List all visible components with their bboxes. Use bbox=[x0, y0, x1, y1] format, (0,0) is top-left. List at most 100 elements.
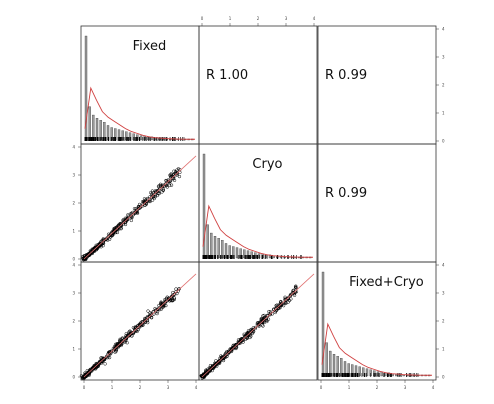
tick-label: 3 bbox=[72, 173, 75, 178]
scatter-point bbox=[105, 354, 109, 358]
scatter-point bbox=[168, 173, 172, 177]
tick-label: 3 bbox=[72, 291, 75, 296]
scatter-point bbox=[129, 218, 134, 223]
scatter-point bbox=[114, 349, 118, 353]
scatter-point bbox=[99, 241, 104, 245]
histogram-bar bbox=[243, 249, 246, 259]
scatter-point bbox=[283, 295, 287, 299]
tick-label: 1 bbox=[72, 229, 75, 234]
scatter-point bbox=[163, 300, 168, 305]
scatter-point bbox=[294, 284, 298, 288]
histogram-bar bbox=[95, 118, 99, 141]
scatter-point bbox=[121, 220, 126, 225]
correlation-label: R 0.99 bbox=[325, 186, 367, 201]
scatter-point bbox=[160, 302, 165, 307]
tick-label: 2 bbox=[257, 16, 260, 21]
scatter-point bbox=[97, 360, 102, 364]
tick-label: 3 bbox=[442, 291, 445, 296]
correlation-label: R 1.00 bbox=[206, 68, 248, 83]
rug-marks bbox=[321, 373, 419, 377]
tick-label: 1 bbox=[111, 385, 114, 390]
scatter-point bbox=[96, 364, 100, 368]
scatter-point bbox=[149, 315, 153, 320]
panel-1-2: R 0.99 bbox=[317, 143, 437, 263]
scatter-point bbox=[149, 316, 154, 320]
y-axis-left-1: 0 1 2 3 4 bbox=[72, 145, 81, 262]
panel-0-0: Fixed bbox=[80, 25, 200, 145]
scatter-point bbox=[159, 307, 164, 311]
scatter-point bbox=[267, 309, 271, 314]
scatter-point bbox=[253, 325, 258, 330]
scatter-point bbox=[113, 344, 117, 349]
panel-0-2: R 0.99 bbox=[317, 25, 437, 145]
histogram-bar bbox=[402, 374, 405, 377]
scatter-point bbox=[241, 337, 245, 342]
scatter-point bbox=[239, 339, 243, 344]
scatter-point bbox=[113, 226, 118, 230]
scatter-point bbox=[257, 321, 262, 326]
tick-label: 3 bbox=[285, 16, 288, 21]
scatter-point bbox=[252, 329, 256, 334]
trend-line bbox=[83, 273, 197, 378]
scatter-point bbox=[126, 213, 130, 217]
scatter-point bbox=[130, 215, 134, 220]
x-axis-top-1: 0 1 2 3 4 bbox=[201, 16, 316, 26]
scatter-point bbox=[160, 303, 164, 307]
scatter-point bbox=[107, 355, 112, 360]
scatter-point bbox=[155, 311, 159, 316]
scatter-point bbox=[88, 252, 92, 256]
scatter-point bbox=[153, 195, 158, 199]
scatter-point bbox=[112, 347, 117, 351]
rug-marks bbox=[202, 255, 302, 259]
scatter-point bbox=[87, 370, 92, 374]
scatter-point bbox=[146, 309, 150, 313]
scatter-point bbox=[80, 376, 85, 380]
panel-frame bbox=[317, 25, 437, 145]
scatter-point bbox=[123, 216, 127, 220]
scatter-point bbox=[142, 197, 147, 201]
histogram-bar bbox=[325, 342, 328, 377]
scatter-point bbox=[227, 350, 231, 354]
panel-frame bbox=[198, 261, 318, 381]
histogram-bar bbox=[121, 130, 124, 141]
scatter-point bbox=[150, 195, 154, 199]
panel-2-1 bbox=[198, 261, 318, 381]
tick-label: 1 bbox=[442, 111, 445, 116]
scatter-point bbox=[156, 185, 161, 189]
histogram-bar bbox=[362, 367, 365, 377]
scatter-points bbox=[81, 167, 182, 262]
scatter-point bbox=[97, 243, 102, 247]
histogram-bar bbox=[217, 238, 220, 259]
scatter-point bbox=[249, 327, 253, 332]
scatter-point bbox=[141, 323, 145, 327]
scatter-point bbox=[222, 355, 226, 359]
histogram-bar bbox=[329, 350, 332, 377]
scatter-point bbox=[115, 230, 120, 235]
scatter-point bbox=[242, 334, 247, 338]
panel-2-0 bbox=[79, 261, 200, 381]
scatter-point bbox=[149, 192, 154, 196]
histogram-bar bbox=[365, 368, 369, 377]
tick-label: 0 bbox=[442, 139, 445, 144]
scatter-point bbox=[154, 309, 158, 313]
tick-label: 2 bbox=[139, 385, 142, 390]
histogram-bar bbox=[254, 252, 257, 259]
scatter-point bbox=[120, 337, 124, 341]
scatter-point bbox=[202, 375, 206, 379]
scatter-point bbox=[107, 234, 111, 238]
scatter-point bbox=[259, 316, 263, 321]
scatter-point bbox=[118, 342, 122, 346]
scatter-point bbox=[111, 233, 115, 237]
scatter-point bbox=[161, 187, 165, 191]
trend-line bbox=[201, 273, 315, 378]
scatter-point bbox=[85, 254, 89, 258]
scatter-point bbox=[148, 199, 152, 204]
tick-label: 4 bbox=[195, 385, 198, 390]
scatter-point bbox=[172, 177, 176, 181]
scatter-point bbox=[125, 341, 129, 345]
scatter-point bbox=[231, 344, 235, 348]
tick-label: 1 bbox=[229, 16, 232, 21]
scatter-point bbox=[157, 191, 161, 196]
tick-label: 4 bbox=[442, 263, 445, 268]
